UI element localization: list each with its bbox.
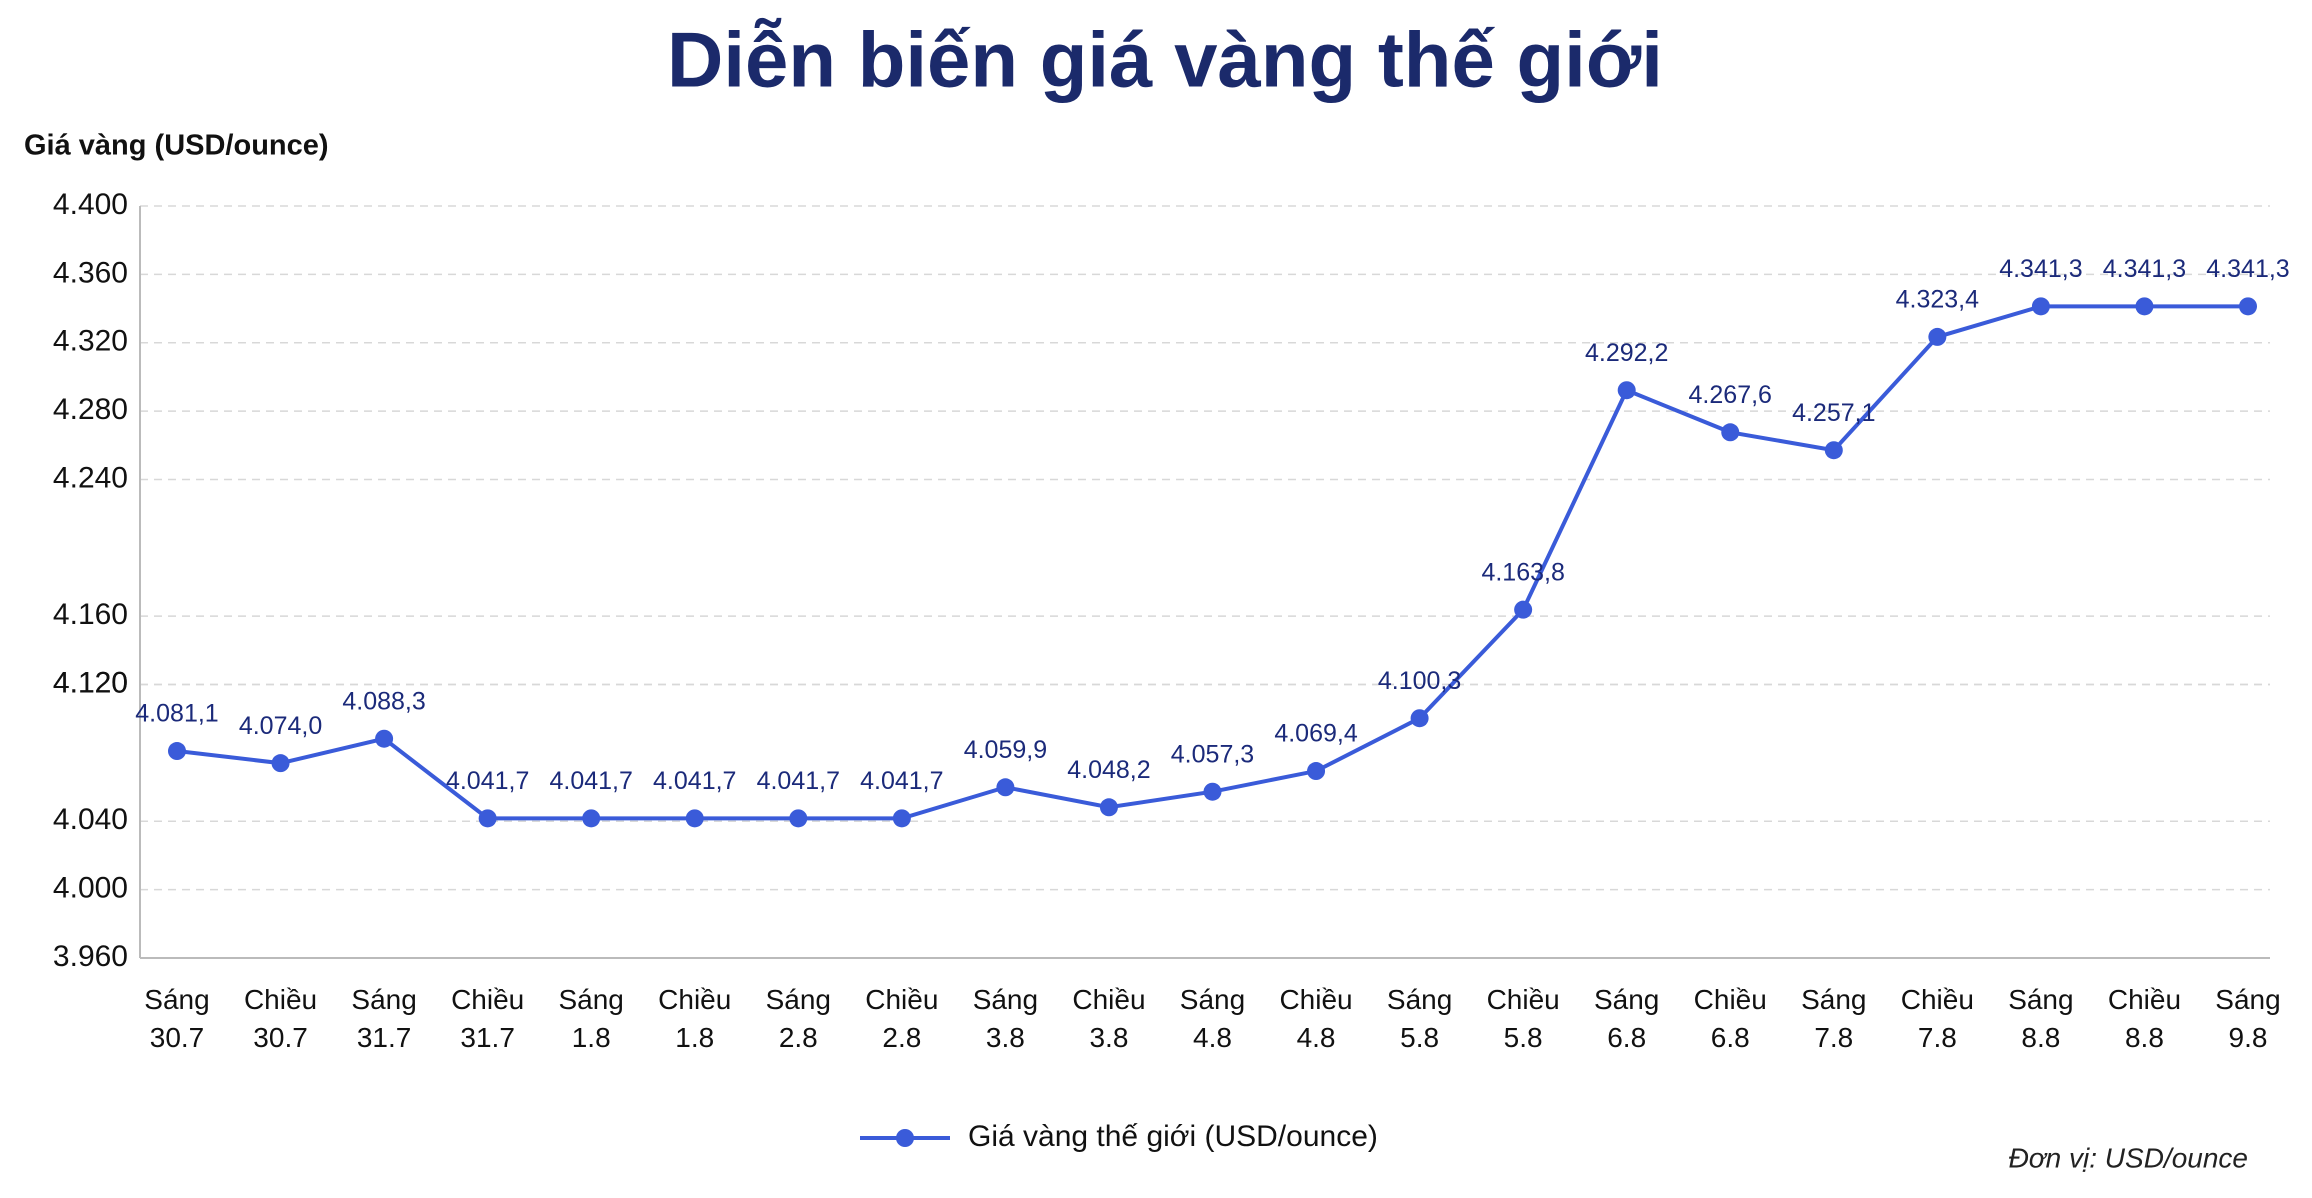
point xyxy=(1928,327,1947,346)
legend-marker xyxy=(896,1129,914,1147)
point xyxy=(2135,297,2154,316)
y-tick-label: 4.400 xyxy=(53,188,128,221)
x-tick-label: Sáng 5.8 xyxy=(1387,984,1452,1053)
data-label: 4.041,7 xyxy=(446,767,529,795)
y-tick-label: 4.120 xyxy=(53,666,128,699)
data-label: 4.267,6 xyxy=(1689,381,1772,409)
x-tick-label: Sáng 3.8 xyxy=(973,984,1038,1053)
unit-note: Đơn vị: USD/ounce xyxy=(2009,1142,2248,1173)
point xyxy=(892,809,911,828)
chart-title: Diễn biến giá vàng thế giới xyxy=(667,16,1663,104)
x-tick-label: Sáng 2.8 xyxy=(766,984,831,1053)
data-label: 4.341,3 xyxy=(1999,255,2082,283)
data-label: 4.323,4 xyxy=(1896,286,1980,314)
y-axis-label: Giá vàng (USD/ounce) xyxy=(24,130,329,162)
data-label: 4.292,2 xyxy=(1585,339,1668,367)
point xyxy=(1203,782,1222,801)
point xyxy=(478,809,497,828)
data-label: 4.341,3 xyxy=(2206,255,2289,283)
point xyxy=(996,778,1015,797)
x-tick-label: Sáng 7.8 xyxy=(1801,984,1866,1053)
point xyxy=(1721,423,1740,442)
x-tick-label: Sáng 8.8 xyxy=(2008,984,2073,1053)
data-label: 4.057,3 xyxy=(1171,740,1254,768)
x-tick-label: Sáng 31.7 xyxy=(351,984,416,1053)
x-tick-label: Chiều 6.8 xyxy=(1694,984,1767,1053)
x-tick-label: Sáng 30.7 xyxy=(144,984,209,1053)
point xyxy=(1824,441,1843,460)
point xyxy=(2031,297,2050,316)
y-tick-label: 4.040 xyxy=(53,803,128,836)
x-tick-label: Sáng 1.8 xyxy=(558,984,623,1053)
point xyxy=(1307,762,1326,781)
x-tick-label: Chiều 7.8 xyxy=(1901,984,1974,1053)
data-label: 4.074,0 xyxy=(239,712,322,740)
point xyxy=(2239,297,2257,316)
data-label: 4.069,4 xyxy=(1274,720,1358,748)
y-tick-label: 4.000 xyxy=(53,872,128,905)
y-tick-label: 4.360 xyxy=(53,256,128,289)
x-tick-label: Sáng 9.8 xyxy=(2215,984,2280,1053)
x-tick-label: Sáng 6.8 xyxy=(1594,984,1659,1053)
point xyxy=(1617,381,1636,400)
y-tick-label: 4.320 xyxy=(53,325,128,358)
x-tick-label: Chiều 3.8 xyxy=(1072,984,1145,1053)
y-tick-label: 4.240 xyxy=(53,461,128,494)
y-tick-label: 3.960 xyxy=(53,940,128,973)
point xyxy=(271,754,290,773)
x-tick-label: Chiều 1.8 xyxy=(658,984,731,1053)
x-tick-label: Chiều 30.7 xyxy=(244,984,317,1053)
legend-label: Giá vàng thế giới (USD/ounce) xyxy=(968,1120,1378,1153)
data-label: 4.163,8 xyxy=(1481,558,1564,586)
point xyxy=(1514,600,1533,619)
data-label: 4.041,7 xyxy=(860,767,943,795)
x-tick-label: Chiều 4.8 xyxy=(1279,984,1352,1053)
data-label: 4.041,7 xyxy=(757,767,840,795)
x-tick-label: Chiều 2.8 xyxy=(865,984,938,1053)
x-tick-label: Chiều 8.8 xyxy=(2108,984,2181,1053)
point xyxy=(582,809,601,828)
point xyxy=(1410,709,1429,728)
x-tick-label: Chiều 5.8 xyxy=(1487,984,1560,1053)
data-label: 4.041,7 xyxy=(549,767,632,795)
data-label: 4.100,3 xyxy=(1378,667,1461,695)
x-tick-label: Sáng 4.8 xyxy=(1180,984,1245,1053)
data-label: 4.341,3 xyxy=(2103,255,2186,283)
y-tick-label: 4.120 xyxy=(53,666,128,699)
y-tick-label: 4.160 xyxy=(53,598,128,631)
data-label: 4.048,2 xyxy=(1067,756,1150,784)
data-label: 4.041,7 xyxy=(653,767,736,795)
point xyxy=(685,809,704,828)
data-label: 4.081,1 xyxy=(135,700,218,728)
data-label: 4.257,1 xyxy=(1792,399,1875,427)
point xyxy=(168,742,186,761)
data-label: 4.088,3 xyxy=(342,687,425,715)
point xyxy=(789,809,808,828)
y-tick-label: 4.280 xyxy=(53,393,128,426)
x-tick-label: Chiều 31.7 xyxy=(451,984,524,1053)
point xyxy=(1099,798,1118,817)
point xyxy=(375,729,394,748)
data-label: 4.059,9 xyxy=(964,736,1047,764)
